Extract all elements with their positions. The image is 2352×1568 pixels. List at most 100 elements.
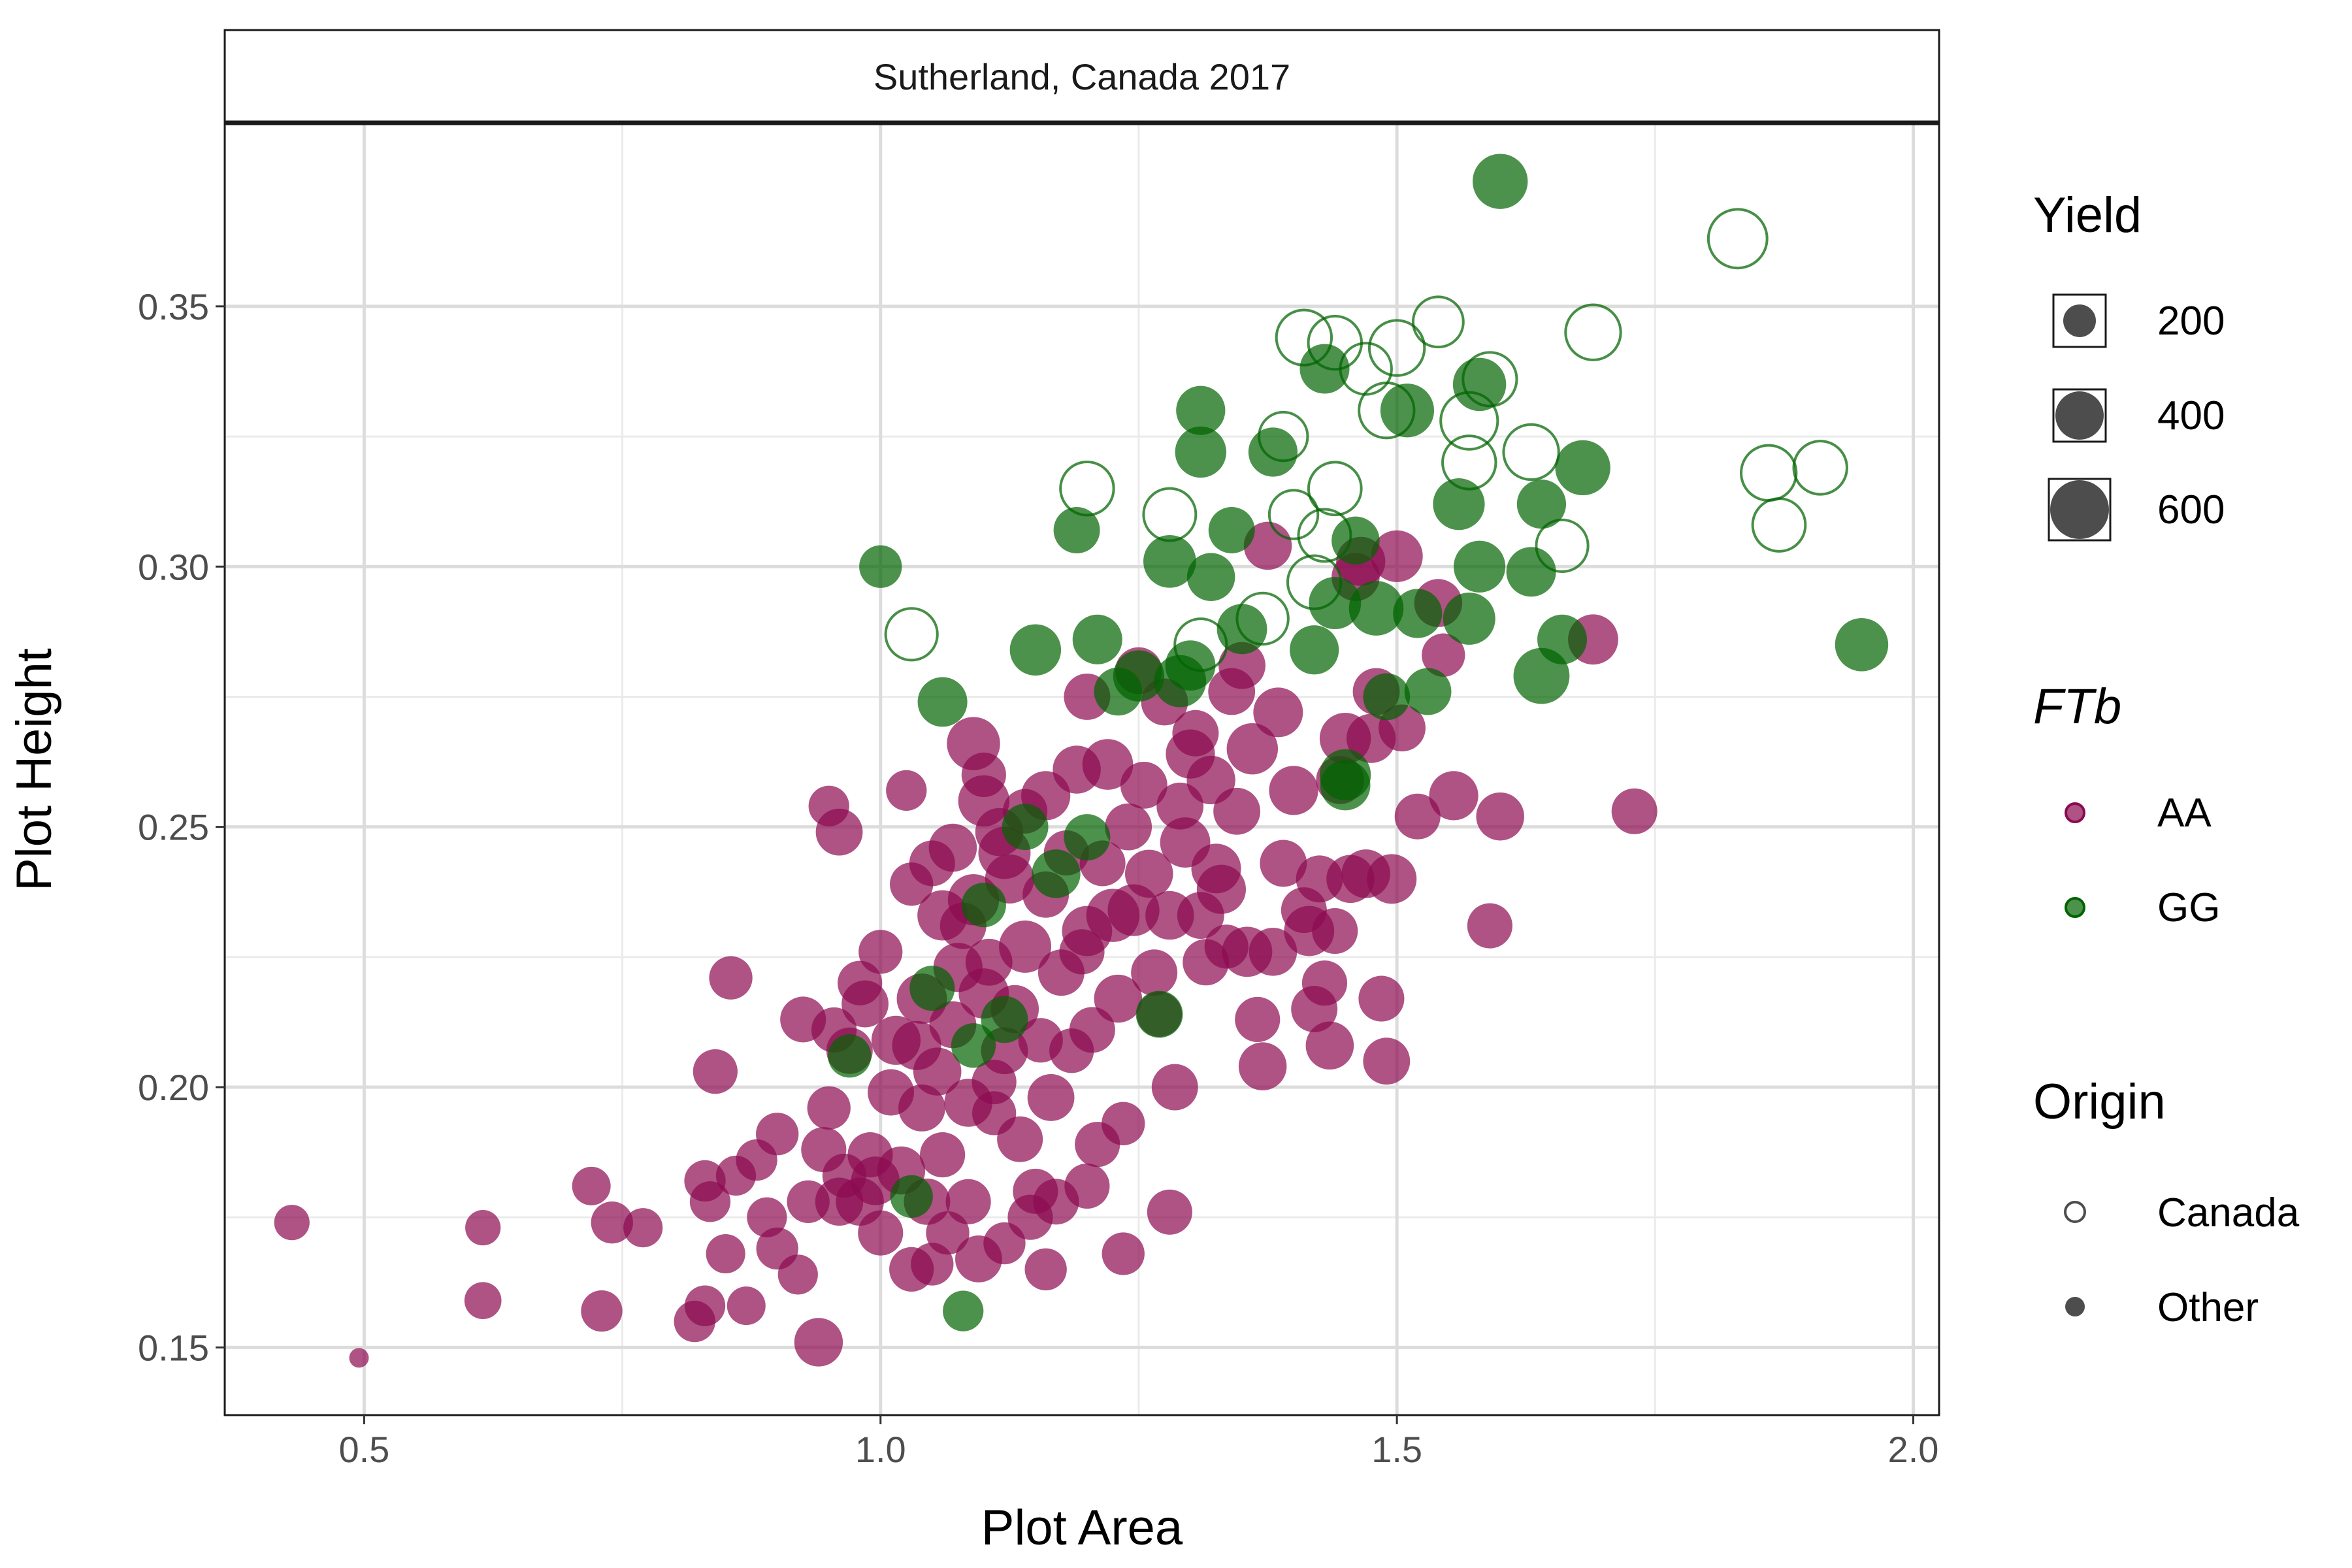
data-point-aa-other [1186, 755, 1235, 805]
data-point-gg-other [1208, 507, 1255, 553]
data-point-gg-other [1452, 357, 1507, 412]
data-point-gg-canada [1535, 518, 1590, 573]
data-point-gg-other [1537, 614, 1588, 664]
data-point-aa-other [1358, 975, 1405, 1022]
data-point-gg-other [1248, 427, 1298, 477]
data-point-aa-other [1094, 974, 1143, 1023]
data-point-gg-other [1473, 154, 1528, 209]
data-point-gg-other [943, 1290, 984, 1331]
data-point-aa-other [747, 1197, 787, 1237]
facet-title: Sutherland, Canada 2017 [874, 56, 1290, 97]
data-point-aa-other [1467, 903, 1512, 949]
data-point-aa-other [693, 1049, 738, 1094]
data-point-aa-other [983, 1222, 1026, 1265]
data-point-gg-canada [1707, 208, 1769, 270]
data-point-gg-other [1143, 534, 1196, 588]
data-point-aa-other [807, 1086, 851, 1130]
legend-ftb-aa-symbol [2065, 802, 2085, 823]
data-point-gg-canada [1059, 461, 1115, 517]
legend-origin-other-label: Other [2157, 1285, 2259, 1330]
data-points [274, 154, 1889, 1368]
data-point-aa-other [1151, 1064, 1198, 1111]
legend-ftb: FTb AA GG [2033, 679, 2220, 930]
legend-origin-canada-label: Canada [2157, 1190, 2300, 1235]
x-axis-title: Plot Area [981, 1500, 1183, 1556]
data-point-aa-other [999, 920, 1052, 973]
y-tick-label: 0.35 [138, 286, 209, 327]
data-point-gg-other [890, 1175, 933, 1218]
plot-panel-border [223, 123, 1940, 1416]
data-point-gg-other [1506, 547, 1556, 597]
data-point-gg-canada [1439, 391, 1499, 451]
data-point-aa-other [1027, 1074, 1075, 1121]
data-point-gg-canada [1297, 508, 1352, 563]
data-point-gg-other [909, 966, 955, 1011]
data-point-aa-other [1102, 1232, 1145, 1275]
legend-origin-title: Origin [2033, 1074, 2166, 1130]
data-point-gg-other [1443, 592, 1495, 645]
data-point-gg-canada [1286, 554, 1343, 610]
legend-yield-title: Yield [2033, 188, 2142, 243]
y-tick-label: 0.30 [138, 546, 209, 587]
y-tick-label: 0.20 [138, 1067, 209, 1108]
data-point-gg-other [1555, 440, 1610, 496]
data-point-gg-other [1309, 577, 1362, 630]
y-tick-label: 0.25 [138, 807, 209, 848]
data-point-aa-other [1429, 771, 1478, 821]
data-point-aa-other [1105, 803, 1152, 851]
data-point-aa-other [928, 823, 977, 872]
data-point-gg-other [1404, 668, 1452, 715]
x-tick-label: 1.5 [1371, 1429, 1422, 1470]
data-point-aa-other [913, 1047, 962, 1096]
data-point-aa-other [706, 1233, 745, 1274]
data-point-gg-other [1835, 618, 1889, 672]
data-point-gg-other [1348, 581, 1404, 636]
data-point-gg-other [1176, 385, 1226, 435]
data-point-aa-other [1213, 787, 1261, 835]
y-axis-title: Plot Height [7, 648, 62, 891]
data-point-aa-other [1238, 1042, 1287, 1090]
x-tick-label: 2.0 [1888, 1429, 1939, 1470]
data-point-aa-other [1124, 849, 1173, 898]
data-point-aa-other [727, 1286, 766, 1326]
legend-yield: Yield 200 400 600 [2033, 188, 2225, 542]
data-point-aa-other [1367, 854, 1417, 904]
data-point-gg-other [1363, 673, 1411, 721]
data-point-gg-other [1319, 749, 1371, 801]
data-point-gg-other [1290, 625, 1339, 675]
data-point-aa-other [945, 1179, 991, 1224]
data-point-aa-other [1476, 792, 1524, 841]
data-point-gg-canada [1441, 434, 1497, 491]
data-point-aa-other [815, 808, 863, 856]
legend-ftb-aa-label: AA [2157, 791, 2212, 836]
legend-ftb-gg-label: GG [2157, 885, 2220, 930]
y-tick-label: 0.15 [138, 1327, 209, 1368]
data-point-aa-other [756, 1113, 799, 1156]
data-point-aa-other [1218, 642, 1266, 689]
data-point-gg-other [1453, 540, 1506, 593]
data-point-gg-other [1516, 480, 1567, 529]
data-point-aa-other [623, 1208, 663, 1248]
data-point-aa-other [841, 980, 889, 1028]
x-tick-label: 1.0 [855, 1429, 906, 1470]
data-point-gg-other [951, 1023, 996, 1068]
data-point-aa-other [858, 930, 903, 974]
data-point-aa-other [926, 1211, 970, 1255]
data-point-aa-other [777, 1254, 818, 1295]
data-point-gg-other [1032, 849, 1081, 898]
data-point-gg-other [1380, 384, 1435, 438]
data-point-gg-other [1113, 650, 1165, 702]
data-point-aa-other [1120, 761, 1168, 809]
data-point-aa-other [684, 1285, 726, 1326]
legend-origin-other-symbol [2065, 1297, 2085, 1316]
data-point-aa-other [898, 1084, 945, 1132]
data-point-aa-other [1172, 710, 1219, 757]
data-point-aa-other [1394, 793, 1441, 840]
data-point-aa-other [1069, 1007, 1115, 1053]
data-point-gg-canada [1751, 497, 1807, 553]
data-point-aa-other [709, 956, 753, 1000]
data-point-gg-canada [1235, 591, 1290, 646]
data-point-aa-other [1305, 1021, 1354, 1070]
legend-origin: Origin Canada Other [2033, 1074, 2300, 1330]
